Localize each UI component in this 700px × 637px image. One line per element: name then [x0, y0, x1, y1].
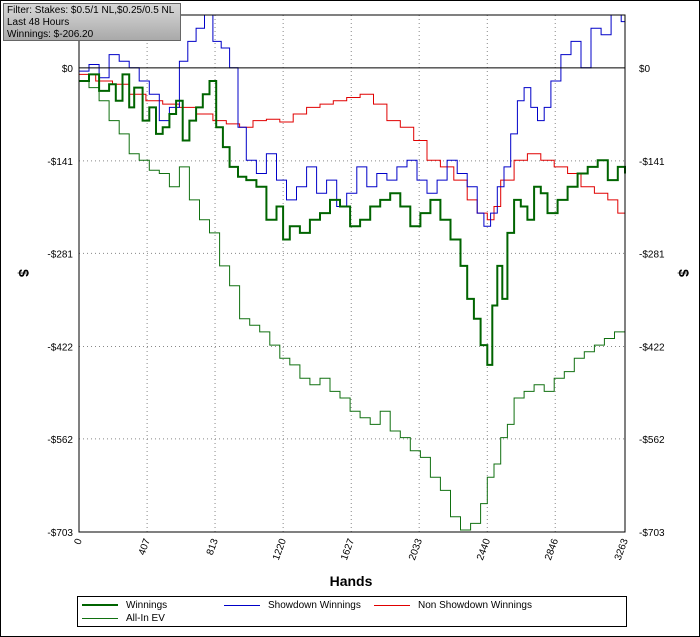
filter-period-text: Last 48 Hours [7, 17, 70, 28]
y-tick-label-right: -$562 [639, 435, 665, 446]
x-tick-label: 407 [137, 537, 153, 557]
series-line-0 [79, 73, 626, 366]
y-tick-labels-right: $0 -$141 -$281 -$422 -$562 -$703 [639, 64, 665, 539]
legend-swatch-showdown [224, 604, 260, 606]
legend-label-winnings: Winnings [126, 599, 168, 611]
legend-item-showdown: Showdown Winnings [224, 599, 361, 611]
y-tick-label-left: $0 [62, 64, 74, 75]
legend-item-winnings: Winnings [82, 599, 167, 611]
y-tick-label-right: -$703 [639, 528, 665, 539]
y-tick-label-right: -$141 [639, 157, 665, 168]
legend-swatch-winnings [82, 604, 118, 606]
x-tick-label: 2846 [543, 537, 561, 562]
series-line-1 [79, 14, 626, 227]
x-tick-label: 0 [73, 537, 85, 546]
legend-swatch-all-in-ev [82, 617, 118, 619]
x-tick-label: 3263 [613, 537, 631, 562]
series-line-3 [79, 80, 626, 531]
legend-label-all-in-ev: All-In EV [126, 612, 165, 624]
y-tick-label-right: -$422 [639, 342, 665, 353]
plot-border [78, 14, 626, 533]
y-axis-title-left: $ [16, 269, 32, 277]
legend-label-non-showdown: Non Showdown Winnings [418, 599, 532, 611]
legend-item-non-showdown: Non Showdown Winnings [374, 599, 532, 611]
legend-label-showdown: Showdown Winnings [268, 599, 361, 611]
filter-winnings-text: Winnings: $-206.20 [7, 29, 94, 40]
chart-legend: Winnings Showdown Winnings Non Showdown … [77, 596, 627, 627]
y-tick-label-right: $0 [639, 64, 651, 75]
filter-stakes-text: Filter: Stakes: $0.5/1 NL,$0.25/0.5 NL [7, 5, 175, 16]
x-tick-label: 2440 [475, 537, 493, 562]
y-tick-label-left: -$703 [47, 528, 73, 539]
legend-swatch-non-showdown [374, 604, 410, 606]
x-tick-label: 2033 [407, 537, 425, 562]
x-tick-label: 1220 [271, 537, 289, 562]
x-tick-label: 813 [205, 537, 221, 557]
series-layer [79, 14, 626, 531]
grid-layer [79, 15, 625, 532]
filter-info-box: Filter: Stakes: $0.5/1 NL,$0.25/0.5 NL L… [3, 3, 181, 41]
y-tick-label-left: -$281 [47, 249, 73, 260]
legend-item-all-in-ev: All-In EV [82, 612, 165, 624]
x-tick-label: 1627 [339, 537, 357, 562]
x-tick-labels: 0 407 813 1220 1627 2033 2440 2846 3263 [73, 537, 631, 562]
y-tick-label-left: -$141 [47, 157, 73, 168]
y-tick-label-left: -$422 [47, 342, 73, 353]
y-tick-label-left: -$562 [47, 435, 73, 446]
x-axis-title: Hands [330, 573, 373, 589]
series-line-2 [79, 73, 626, 221]
y-axis-title-right: $ [676, 269, 692, 277]
y-tick-labels-left: $0 -$141 -$281 -$422 -$562 -$703 [47, 64, 73, 539]
y-tick-label-right: -$281 [639, 249, 665, 260]
axis-layer [78, 14, 626, 533]
